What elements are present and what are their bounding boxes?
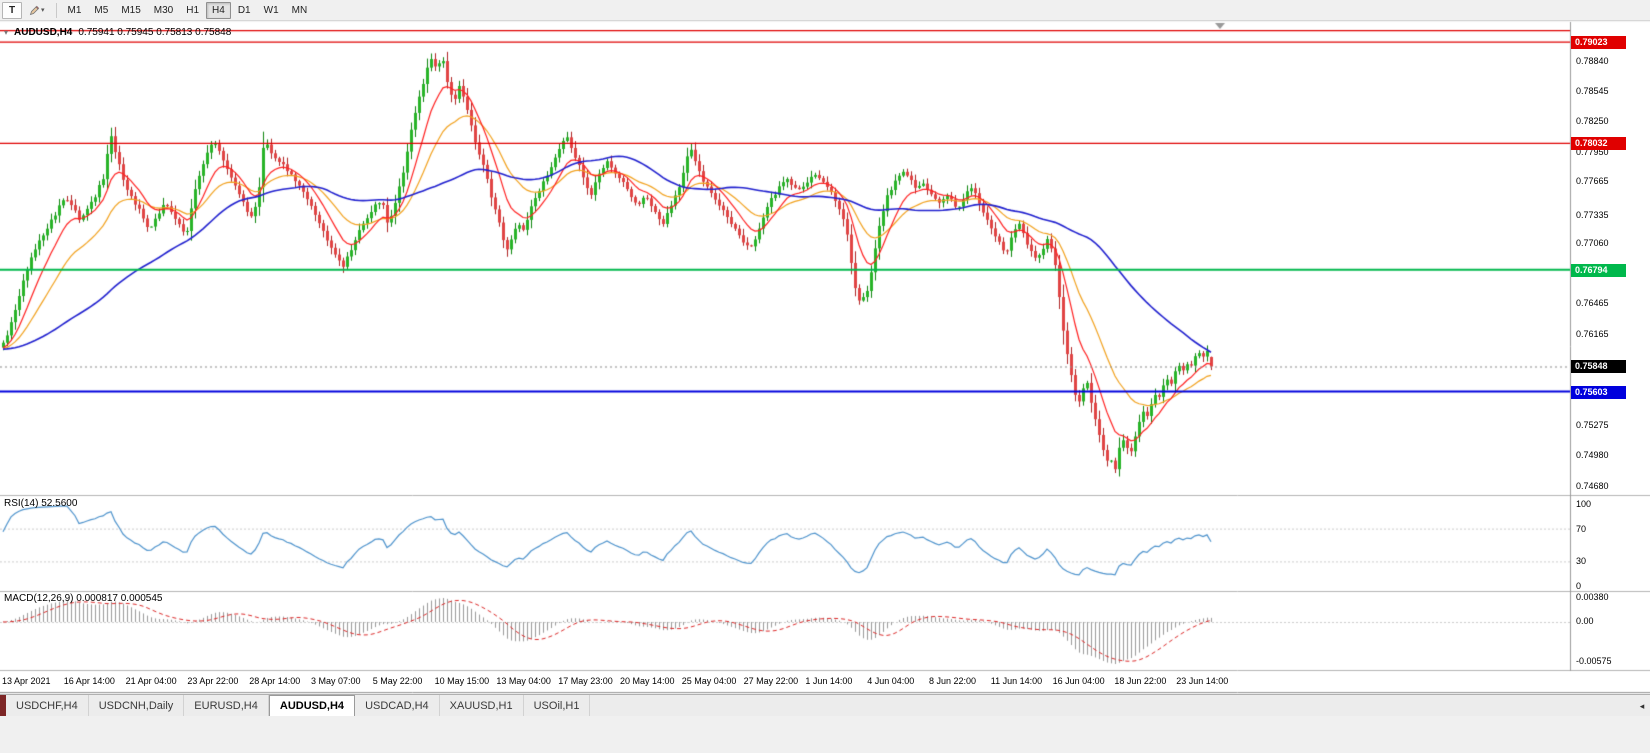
timeframe-button-mn[interactable]: MN (291, 4, 308, 16)
hline-price-tag: 0.75603 (1571, 385, 1626, 399)
hline-price-tag: 0.76794 (1571, 263, 1626, 277)
tab-usdcad-h4[interactable]: USDCAD,H4 (355, 695, 440, 716)
rsi-axis-label: 30 (1576, 556, 1587, 567)
chart-title: ▾ AUDUSD,H4 0.75941 0.75945 0.75813 0.75… (4, 27, 231, 38)
price-axis-label: 0.75275 (1576, 420, 1609, 431)
time-axis-label: 28 Apr 14:00 (249, 676, 301, 686)
tab-audusd-h4[interactable]: AUDUSD,H4 (268, 695, 356, 716)
time-axis-label: 23 Jun 14:00 (1176, 676, 1229, 686)
price-axis-label: 0.77335 (1576, 209, 1609, 220)
chart-symbol-label: AUDUSD,H4 (14, 27, 73, 38)
price-axis-label: 0.76465 (1576, 298, 1609, 309)
pencil-icon (29, 5, 40, 15)
rsi-axis-label: 70 (1576, 523, 1587, 534)
time-axis-label: 16 Jun 04:00 (1052, 676, 1105, 686)
time-axis-label: 11 Jun 14:00 (990, 676, 1043, 686)
timeframe-button-m1[interactable]: M1 (67, 4, 82, 16)
drawing-tool-button[interactable]: ▾ (23, 2, 51, 19)
rsi-header: RSI(14) 52.5600 (4, 498, 78, 509)
time-axis-label: 4 Jun 04:00 (867, 676, 915, 686)
price-axis-label: 0.77950 (1576, 146, 1609, 157)
hline-price-tag: 0.79023 (1571, 36, 1626, 50)
price-axis-label: 0.76165 (1576, 329, 1609, 340)
time-axis-label: 25 May 04:00 (681, 676, 737, 686)
tab-usoil-h1[interactable]: USOil,H1 (524, 695, 591, 716)
time-axis-label: 16 Apr 14:00 (63, 676, 115, 686)
hline-price-tag: 0.78032 (1571, 137, 1626, 151)
rsi-axis-label: 0 (1576, 581, 1582, 591)
tab-xauusd-h1[interactable]: XAUUSD,H1 (440, 695, 524, 716)
timeframe-button-d1[interactable]: D1 (237, 4, 251, 16)
tab-usdcnh-daily[interactable]: USDCNH,Daily (89, 695, 185, 716)
toolbar: T ▾ M1 M5 M15 M30 H1 H4 D1 W1 MN (0, 0, 1650, 21)
price-axis-label: 0.78250 (1576, 116, 1609, 127)
macd-axis-label: -0.00575 (1576, 656, 1612, 666)
timeframe-button-h1[interactable]: H1 (186, 4, 200, 16)
time-axis-label: 1 Jun 14:00 (805, 676, 853, 686)
tab-eurusd-h4[interactable]: EURUSD,H4 (184, 695, 269, 716)
time-axis-label: 18 Jun 22:00 (1114, 676, 1167, 686)
time-axis-label: 3 May 07:00 (311, 676, 361, 686)
time-axis-label: 13 May 04:00 (496, 676, 551, 686)
chart-ohlc-values: 0.75941 0.75945 0.75813 0.75848 (78, 27, 232, 38)
time-axis-label: 21 Apr 04:00 (125, 676, 177, 686)
rsi-axis-label: 100 (1576, 499, 1592, 509)
price-axis-label: 0.74980 (1576, 450, 1609, 461)
price-axis-label: 0.74680 (1576, 480, 1609, 491)
price-axis-label: 0.78545 (1576, 85, 1609, 96)
macd-header: MACD(12,26,9) 0.000817 0.000545 (4, 593, 163, 604)
time-axis-label: 10 May 15:00 (434, 676, 490, 686)
macd-axis-label: 0.00380 (1576, 592, 1609, 602)
price-axis-label: 0.78840 (1576, 55, 1609, 66)
time-axis-label: 17 May 23:00 (558, 676, 613, 686)
price-axis-label: 0.77060 (1576, 237, 1609, 248)
timeframe-button-m5[interactable]: M5 (94, 4, 109, 16)
time-axis-label: 5 May 22:00 (372, 676, 423, 686)
time-axis-label: 8 Jun 22:00 (929, 676, 977, 686)
timeframe-button-w1[interactable]: W1 (263, 4, 279, 16)
time-axis-label: 13 Apr 2021 (2, 676, 51, 686)
text-tool-button[interactable]: T (2, 1, 22, 19)
timeframe-button-h4[interactable]: H4 (206, 1, 231, 19)
time-axis-label: 20 May 14:00 (620, 676, 675, 686)
chart-tab-bar: USDCHF,H4 USDCNH,Daily EURUSD,H4 AUDUSD,H4 U… (0, 694, 1650, 716)
macd-axis-label: 0.00 (1576, 616, 1594, 626)
time-axis-label: 27 May 22:00 (743, 676, 799, 686)
tab-usdchf-h4[interactable]: USDCHF,H4 (6, 695, 89, 716)
chart-tabs: USDCHF,H4 USDCNH,Daily EURUSD,H4 AUDUSD,H4 U… (6, 695, 591, 716)
timeframe-toolbar: M1 M5 M15 M30 H1 H4 D1 W1 MN (62, 1, 314, 19)
toolbar-separator (55, 2, 57, 18)
chevron-down-icon: ▾ (41, 7, 45, 14)
price-axis-label: 0.77665 (1576, 175, 1609, 186)
current-price-tag: 0.75848 (1571, 360, 1626, 374)
tab-scroll-left-button[interactable] (0, 695, 6, 716)
tab-scroll-right-button[interactable]: ◂ (1639, 701, 1645, 711)
timeframe-button-m30[interactable]: M30 (153, 4, 174, 16)
time-axis-label: 23 Apr 22:00 (187, 676, 239, 686)
chart-menu-caret-icon: ▾ (4, 28, 9, 37)
timeframe-button-m15[interactable]: M15 (121, 4, 141, 16)
